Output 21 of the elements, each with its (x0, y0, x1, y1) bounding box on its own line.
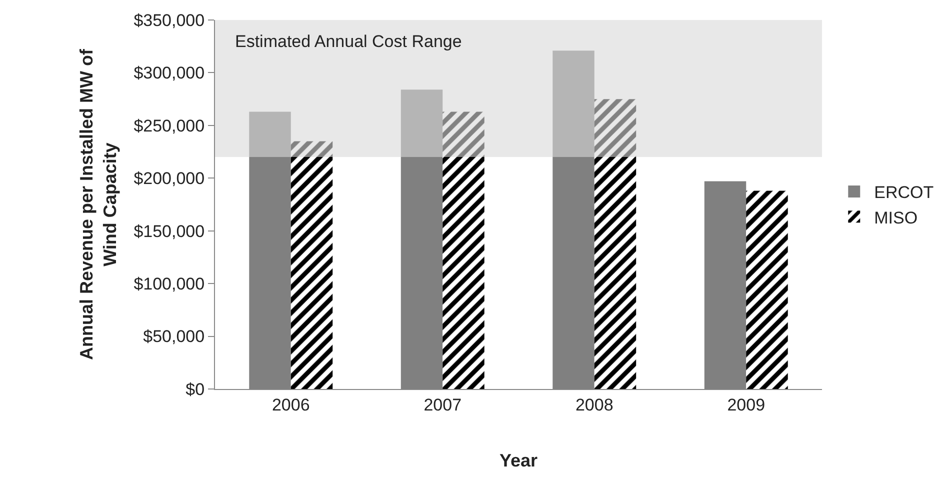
y-tick-label: $50,000 (143, 327, 205, 346)
y-tick-label: $200,000 (134, 169, 205, 188)
y-tick-label: $0 (186, 380, 205, 399)
x-tick-label: 2006 (272, 395, 310, 414)
x-axis-title: Year (499, 450, 538, 470)
legend-label: ERCOT (874, 183, 934, 202)
text: MISO (874, 208, 918, 228)
bar (594, 99, 636, 389)
x-tick-label: 2009 (727, 395, 766, 414)
y-tick-label: $250,000 (134, 116, 205, 136)
x-tick-label: 2008 (575, 395, 614, 414)
y-tick-label: $350,000 (134, 10, 205, 30)
y-tick-label: $150,000 (134, 222, 205, 241)
band-label: Estimated Annual Cost Range (235, 32, 462, 51)
bar (442, 112, 484, 389)
y-tick-label: $100,000 (134, 274, 205, 294)
x-tick-label: 2007 (424, 395, 462, 414)
y-tick-label: $300,000 (134, 64, 205, 83)
bar (290, 141, 333, 389)
bar (746, 190, 788, 389)
y-axis-title: Annual Revenue per Installed MW of Wind Capacity (76, 48, 120, 360)
